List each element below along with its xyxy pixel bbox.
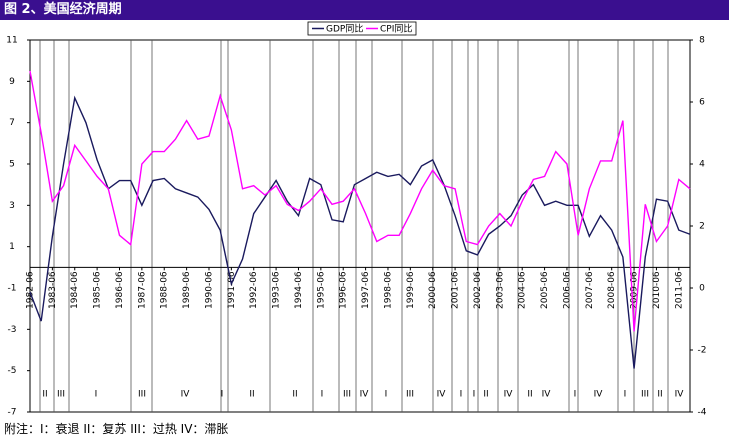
x-tick-label: 1989-06 [182, 271, 192, 309]
phase-label: I [574, 390, 577, 400]
x-tick-label: 1987-06 [137, 271, 147, 309]
legend-box [307, 21, 417, 36]
x-tick-label: 1993-06 [272, 271, 282, 309]
y-tick-label: -1 [8, 284, 17, 294]
phase-label: III [138, 390, 146, 400]
y-tick-label: 7 [9, 118, 15, 128]
phase-label: II [483, 390, 488, 400]
series-line [29, 95, 691, 369]
phase-label: I [321, 390, 324, 400]
y2-tick-label: -2 [698, 346, 707, 356]
x-tick-label: 1992-06 [249, 271, 259, 309]
y2-tick-label: 0 [699, 284, 705, 294]
plot-area [29, 39, 691, 413]
phase-label: III [343, 390, 351, 400]
x-tick-label: 1994-06 [294, 271, 304, 309]
phase-label: IV [594, 390, 604, 400]
legend-label: CPI同比 [380, 23, 412, 35]
x-tick-label: 1982-06 [26, 271, 36, 309]
x-tick-label: 1991-06 [227, 271, 237, 309]
phase-label: II [527, 390, 532, 400]
x-tick-label: 2008-06 [607, 271, 617, 309]
phase-label: IV [437, 390, 447, 400]
phase-label: III [57, 390, 65, 400]
y2-tick-label: -4 [698, 408, 707, 418]
series-line [29, 70, 691, 332]
x-tick-label: 1999-06 [406, 271, 416, 309]
y-tick-label: 11 [6, 36, 17, 46]
phase-label: I [624, 390, 627, 400]
y-tick-label: 1 [9, 242, 15, 252]
x-tick-label: 1995-06 [316, 271, 326, 309]
phase-label: II [249, 390, 254, 400]
phase-label: III [406, 390, 414, 400]
x-tick-label: 1983-06 [48, 271, 58, 309]
phase-label: IV [504, 390, 514, 400]
y2-tick-label: 8 [699, 36, 705, 46]
x-tick-label: 1996-06 [339, 271, 349, 309]
y-tick-label: 3 [9, 201, 15, 211]
y2-tick-label: 4 [699, 160, 705, 170]
x-tick-label: 2004-06 [518, 271, 528, 309]
phase-label: I [221, 390, 224, 400]
x-tick-label: 2011-06 [674, 271, 684, 309]
x-tick-label: 2007-06 [585, 271, 595, 309]
x-tick-label: 2001-06 [451, 271, 461, 309]
legend-label: GDP同比 [326, 23, 363, 35]
phase-label: I [473, 390, 476, 400]
x-tick-label: 2002-06 [473, 271, 483, 309]
footnote: 附注：I：衰退 II：复苏 III：过热 IV：滞胀 [4, 422, 229, 436]
phase-label: IV [360, 390, 370, 400]
x-tick-label: 2010-06 [652, 271, 662, 309]
x-tick-label: 1998-06 [383, 271, 393, 309]
y-tick-label: 9 [9, 77, 15, 87]
x-tick-label: 1988-06 [160, 271, 170, 309]
x-tick-label: 1997-06 [361, 271, 371, 309]
y-tick-label: -3 [8, 325, 17, 335]
phase-label: IV [542, 390, 552, 400]
phase-label: I [460, 390, 463, 400]
y-tick-label: -7 [8, 408, 17, 418]
y2-tick-label: 2 [699, 222, 705, 232]
x-tick-label: 1984-06 [70, 271, 80, 309]
x-tick-label: 1986-06 [115, 271, 125, 309]
x-tick-label: 1985-06 [93, 271, 103, 309]
phase-label: II [42, 390, 47, 400]
phase-label: II [292, 390, 297, 400]
phase-label: I [385, 390, 388, 400]
y-tick-label: 5 [9, 160, 15, 170]
phase-label: III [641, 390, 649, 400]
y2-tick-label: 6 [699, 98, 705, 108]
phase-label: II [657, 390, 662, 400]
chart-title: 图 2、美国经济周期 [0, 0, 729, 20]
x-tick-label: 1990-06 [204, 271, 214, 309]
x-tick-label: 2003-06 [495, 271, 505, 309]
x-tick-label: 2009-06 [630, 271, 640, 309]
x-tick-label: 2006-06 [562, 271, 572, 309]
phase-label: I [95, 390, 98, 400]
x-tick-label: 2005-06 [540, 271, 550, 309]
y-tick-label: -5 [8, 366, 17, 376]
phase-label: IV [181, 390, 191, 400]
x-tick-label: 2000-06 [428, 271, 438, 309]
phase-label: IV [675, 390, 685, 400]
